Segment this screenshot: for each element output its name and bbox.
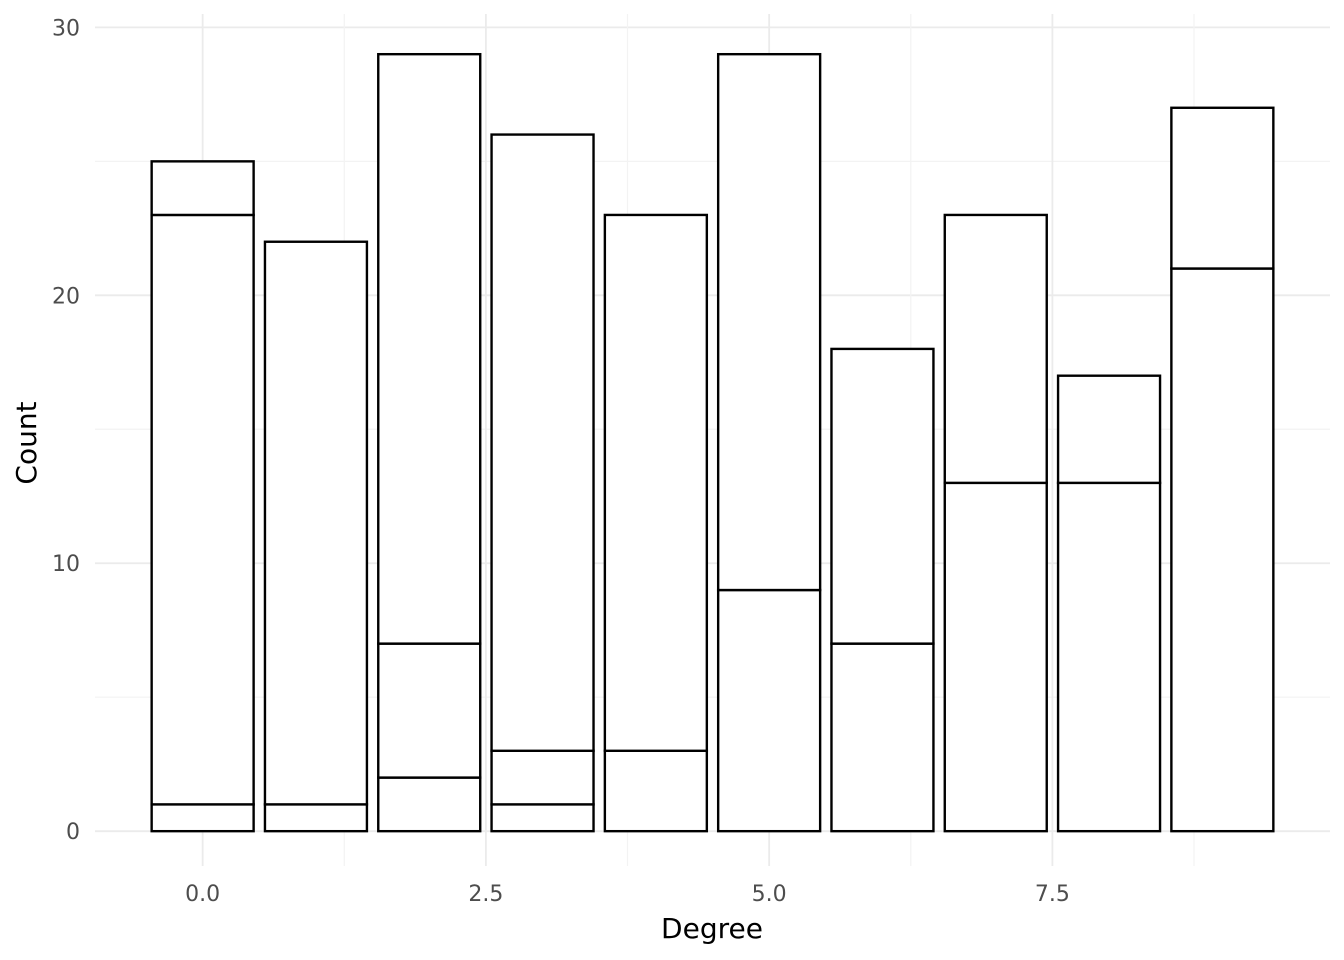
x-tick-label: 0.0 bbox=[185, 882, 220, 907]
x-axis-ticks: 0.0 2.5 5.0 7.5 bbox=[185, 882, 1070, 907]
bar-segment bbox=[377, 52, 482, 645]
x-axis-title: Degree bbox=[661, 912, 763, 945]
bar-segment bbox=[943, 213, 1048, 485]
y-tick-label: 30 bbox=[52, 16, 80, 41]
bar-segment bbox=[150, 803, 255, 833]
bar-segment bbox=[490, 749, 595, 806]
x-tick-label: 5.0 bbox=[752, 882, 787, 907]
y-tick-label: 10 bbox=[52, 552, 80, 577]
bar-segment bbox=[150, 213, 255, 806]
bar-segment bbox=[716, 52, 822, 592]
bar-segment bbox=[603, 749, 709, 833]
bar-segment bbox=[943, 481, 1048, 833]
bar-segment bbox=[263, 803, 369, 833]
y-axis-ticks: 0 10 20 30 bbox=[52, 16, 80, 845]
bar-segment bbox=[1056, 374, 1162, 485]
bar-segment bbox=[1056, 481, 1162, 833]
bar-segment bbox=[1170, 106, 1275, 270]
bar-segment bbox=[830, 347, 935, 645]
bar-segment bbox=[490, 133, 595, 752]
bar-segment bbox=[150, 160, 255, 217]
bar-segment bbox=[377, 642, 482, 779]
bar-segment bbox=[1170, 267, 1275, 833]
bar-segment bbox=[830, 642, 935, 833]
bar-segment bbox=[603, 213, 709, 752]
bar-segment bbox=[377, 776, 482, 833]
bar-segment bbox=[263, 240, 369, 806]
y-axis-title: Count bbox=[10, 401, 43, 484]
bars bbox=[150, 52, 1275, 833]
x-tick-label: 2.5 bbox=[468, 882, 503, 907]
bar-segment bbox=[716, 588, 822, 833]
y-tick-label: 0 bbox=[66, 820, 80, 845]
bar-segment bbox=[490, 803, 595, 833]
y-tick-label: 20 bbox=[52, 284, 80, 309]
x-tick-label: 7.5 bbox=[1035, 882, 1070, 907]
